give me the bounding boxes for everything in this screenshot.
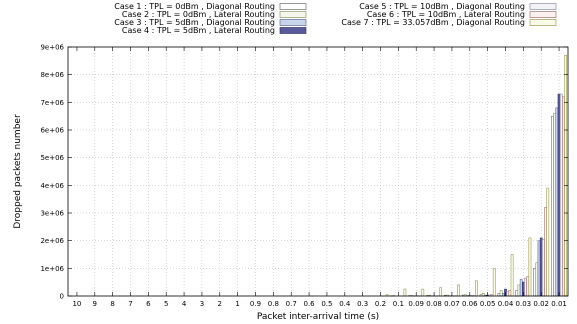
bar xyxy=(557,93,561,297)
x-tick-label: 0.04 xyxy=(498,300,514,308)
bar xyxy=(519,279,523,297)
legend-swatch xyxy=(279,11,307,18)
legend-swatch xyxy=(529,19,557,26)
y-tick-label: 1e+06 xyxy=(40,265,64,273)
grid xyxy=(68,47,568,296)
bar xyxy=(544,207,547,297)
legend: Case 1 : TPL = 0dBm , Diagonal RoutingCa… xyxy=(114,2,557,35)
bar xyxy=(497,292,501,297)
legend-swatch xyxy=(529,3,557,10)
bar xyxy=(559,93,563,297)
x-tick-label: 0.6 xyxy=(304,300,316,308)
x-tick-label: 1 xyxy=(235,300,239,308)
y-tick-label: 8e+06 xyxy=(40,71,64,79)
x-tick-label: 0.02 xyxy=(533,300,549,308)
x-ticks: 10 9 8 7 6 5 4 3 2 1 0.9 0.8 0.7 0.6 0.5 0.4 0.3 0.2 0.1 0.… xyxy=(72,47,567,308)
y-tick-label: 2e+06 xyxy=(40,237,64,245)
bar xyxy=(539,237,543,297)
x-tick-label: 0.07 xyxy=(444,300,460,308)
x-tick-label: 3 xyxy=(200,300,204,308)
bar xyxy=(481,292,485,297)
bar xyxy=(475,280,478,297)
legend-label: Case 4 : TPL = 5dBm , Lateral Routing xyxy=(122,26,275,35)
x-tick-label: 0.5 xyxy=(321,300,332,308)
x-tick-label: 0.4 xyxy=(339,300,351,308)
legend-label: Case 3 : TPL = 5dBm , Diagonal Routing xyxy=(114,18,275,27)
x-tick-label: 0.9 xyxy=(250,300,261,308)
bar xyxy=(517,284,521,297)
bar xyxy=(542,239,545,297)
x-tick-label: 0.2 xyxy=(375,300,386,308)
bar xyxy=(403,288,407,297)
bar xyxy=(524,277,527,297)
x-tick-label: 0.06 xyxy=(462,300,478,308)
y-axis-label: Dropped packets number xyxy=(13,114,23,229)
y-tick-label: 6e+06 xyxy=(40,127,64,135)
legend-swatch xyxy=(279,27,307,34)
x-tick-label: 6 xyxy=(146,300,151,308)
x-tick-label: 0.05 xyxy=(480,300,496,308)
legend-swatch xyxy=(279,3,307,10)
plot-frame xyxy=(67,46,569,297)
x-tick-label: 2 xyxy=(218,300,222,308)
x-tick-label: 5 xyxy=(164,300,168,308)
bar xyxy=(421,288,425,297)
bar xyxy=(551,115,554,297)
x-tick-label: 0.03 xyxy=(516,300,532,308)
x-tick-label: 0.08 xyxy=(426,300,442,308)
bar xyxy=(501,292,505,297)
bar xyxy=(537,240,541,297)
bar xyxy=(562,96,565,297)
y-tick-label: 4e+06 xyxy=(40,182,64,190)
bar xyxy=(528,237,532,297)
x-tick-label: 0.7 xyxy=(286,300,297,308)
bar xyxy=(546,187,550,297)
x-tick-label: 4 xyxy=(182,300,187,308)
x-axis-label: Packet inter-arrival time (s) xyxy=(257,312,379,322)
legend-label: Case 6 : TPL = 10dBm , Lateral Routing xyxy=(367,10,525,19)
x-tick-label: 9 xyxy=(93,300,97,308)
bar xyxy=(439,287,442,297)
legend-label: Case 7 : TPL = 33.057dBm , Diagonal Rout… xyxy=(341,18,525,27)
bar xyxy=(553,113,557,297)
bar xyxy=(515,290,519,297)
y-ticks: 0 1e+06 2e+06 3e+06 4e+06 5e+06 6e+06 7e+06 8e+0… xyxy=(40,44,568,301)
y-tick-label: 5e+06 xyxy=(40,154,64,162)
y-tick-label: 0 xyxy=(60,293,64,301)
x-tick-label: 0.09 xyxy=(408,300,424,308)
bar xyxy=(564,55,567,297)
bar xyxy=(510,254,514,297)
legend-label: Case 1 : TPL = 0dBm , Diagonal Routing xyxy=(114,2,275,11)
bars xyxy=(385,55,567,297)
y-tick-label: 9e+06 xyxy=(40,44,64,52)
bar xyxy=(506,291,510,297)
bar xyxy=(526,276,530,297)
x-tick-label: 7 xyxy=(128,300,132,308)
x-tick-label: 10 xyxy=(72,300,81,308)
legend-label: Case 2 : TPL = 0dBm , Lateral Routing xyxy=(122,10,275,19)
x-tick-label: 8 xyxy=(110,300,114,308)
bar xyxy=(533,268,536,297)
x-tick-label: 0.8 xyxy=(268,300,279,308)
bar xyxy=(457,284,460,297)
bar xyxy=(499,290,503,297)
bar xyxy=(492,268,496,297)
bar xyxy=(535,262,539,297)
legend-swatch xyxy=(279,19,307,26)
y-tick-label: 7e+06 xyxy=(40,99,64,107)
legend-swatch xyxy=(529,11,557,18)
bar xyxy=(555,107,559,297)
bar xyxy=(508,290,512,297)
x-tick-label: 0.3 xyxy=(357,300,368,308)
x-tick-label: 0.1 xyxy=(393,300,404,308)
x-tick-label: 0.01 xyxy=(551,300,567,308)
y-tick-label: 3e+06 xyxy=(40,210,64,218)
legend-label: Case 5 : TPL = 10dBm , Diagonal Routing xyxy=(359,2,525,11)
